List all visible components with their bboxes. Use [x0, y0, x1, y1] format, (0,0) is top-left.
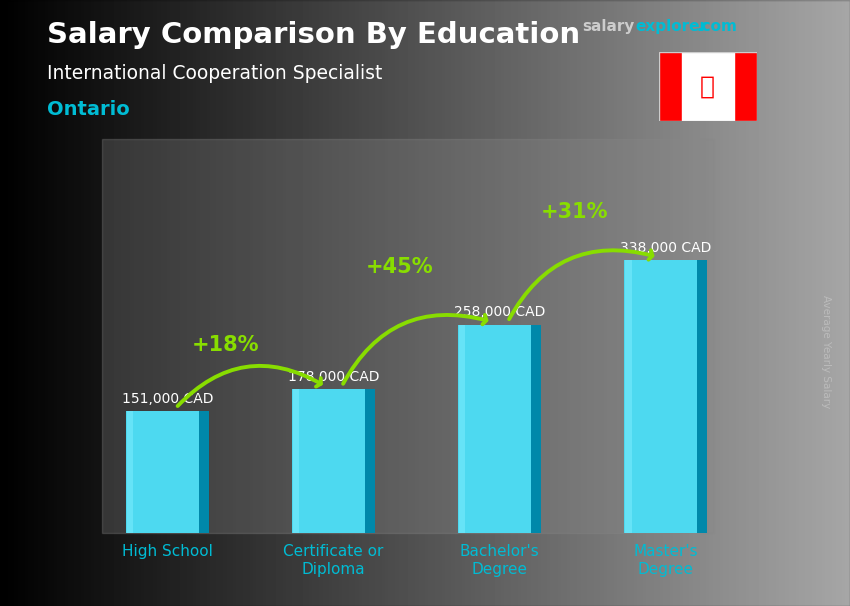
- Text: 338,000 CAD: 338,000 CAD: [620, 241, 711, 255]
- Text: +45%: +45%: [366, 256, 434, 277]
- Bar: [659, 52, 682, 121]
- Bar: [127, 411, 133, 533]
- Text: +18%: +18%: [192, 335, 259, 355]
- Bar: [625, 260, 632, 533]
- Text: 178,000 CAD: 178,000 CAD: [288, 370, 379, 384]
- Text: explorer: explorer: [635, 19, 707, 35]
- Bar: [126, 411, 209, 533]
- Bar: [458, 325, 541, 533]
- Bar: [697, 260, 707, 533]
- Bar: [624, 260, 707, 533]
- Text: salary: salary: [582, 19, 635, 35]
- Bar: [459, 325, 466, 533]
- Text: 258,000 CAD: 258,000 CAD: [454, 305, 545, 319]
- Text: 151,000 CAD: 151,000 CAD: [122, 391, 213, 405]
- Bar: [365, 390, 375, 533]
- Bar: [682, 52, 734, 121]
- Bar: [292, 390, 299, 533]
- Bar: [531, 325, 541, 533]
- Text: International Cooperation Specialist: International Cooperation Specialist: [47, 64, 382, 82]
- Bar: [199, 411, 209, 533]
- Text: +31%: +31%: [541, 202, 608, 222]
- Text: 🍁: 🍁: [700, 75, 715, 98]
- Text: Ontario: Ontario: [47, 100, 129, 119]
- Text: Salary Comparison By Education: Salary Comparison By Education: [47, 21, 580, 49]
- Text: Average Yearly Salary: Average Yearly Salary: [821, 295, 831, 408]
- Text: .com: .com: [697, 19, 738, 35]
- Bar: [292, 390, 375, 533]
- Bar: [734, 52, 756, 121]
- Bar: [102, 139, 714, 533]
